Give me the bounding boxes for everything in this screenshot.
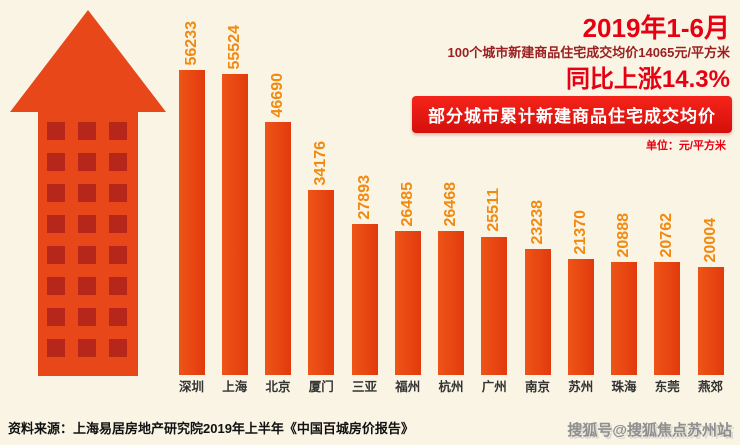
bar-value-label: 34176 bbox=[312, 140, 330, 186]
bar-city-label: 厦门 bbox=[308, 380, 334, 394]
bar bbox=[697, 267, 724, 375]
bar-chart: 56233 深圳 55524 上海 46690 北京 34176 厦门 27893 三亚 26485… bbox=[170, 0, 732, 400]
bar-value-label: 56233 bbox=[182, 20, 200, 66]
bar-group: 20004 燕郊 bbox=[689, 0, 732, 400]
building-window bbox=[47, 153, 65, 171]
building-window bbox=[47, 184, 65, 202]
building-window bbox=[47, 277, 65, 295]
building-window bbox=[109, 339, 127, 357]
building-window bbox=[109, 308, 127, 326]
bar-group: 25511 广州 bbox=[473, 0, 516, 400]
building-window bbox=[47, 308, 65, 326]
bar bbox=[178, 70, 205, 375]
building-window bbox=[47, 122, 65, 140]
bar-city-label: 东莞 bbox=[654, 380, 680, 394]
bar-group: 56233 深圳 bbox=[170, 0, 213, 400]
building-windows bbox=[47, 122, 127, 357]
building-window bbox=[109, 215, 127, 233]
bar bbox=[221, 74, 248, 375]
building-window bbox=[47, 246, 65, 264]
building-window bbox=[47, 215, 65, 233]
bar-group: 34176 厦门 bbox=[300, 0, 343, 400]
bar-value-label: 25511 bbox=[485, 188, 503, 232]
source-note: 资料来源：上海易居房地产研究院2019年上半年《中国百城房价报告》 bbox=[8, 421, 414, 436]
building-window bbox=[109, 277, 127, 295]
bar-group: 55524 上海 bbox=[213, 0, 256, 400]
bar-group: 26485 福州 bbox=[386, 0, 429, 400]
bar-city-label: 杭州 bbox=[438, 380, 464, 394]
building-window bbox=[78, 308, 96, 326]
building-window bbox=[78, 122, 96, 140]
bar-value-label: 20004 bbox=[701, 217, 719, 263]
bar-group: 26468 杭州 bbox=[430, 0, 473, 400]
unit-label: 单位：元/平方米 bbox=[645, 140, 726, 152]
bar-city-label: 上海 bbox=[222, 380, 248, 394]
bar-city-label: 三亚 bbox=[351, 380, 377, 394]
building-window bbox=[78, 215, 96, 233]
building-window bbox=[109, 184, 127, 202]
bar-group: 20888 珠海 bbox=[603, 0, 646, 400]
bar-group: 27893 三亚 bbox=[343, 0, 386, 400]
bar bbox=[611, 262, 637, 375]
bar-value-label: 46690 bbox=[269, 72, 286, 118]
building-window bbox=[109, 153, 127, 171]
building-window bbox=[47, 339, 65, 357]
bar-value-label: 26468 bbox=[442, 181, 459, 227]
bar bbox=[438, 231, 464, 375]
building-window bbox=[109, 122, 127, 140]
bar-value-label: 21370 bbox=[571, 209, 589, 255]
bar-city-label: 广州 bbox=[481, 380, 507, 394]
building-window bbox=[78, 153, 96, 171]
building-window bbox=[109, 246, 127, 264]
bar-value-label: 20888 bbox=[615, 212, 632, 258]
bar-group: 20762 东莞 bbox=[646, 0, 689, 400]
bar-city-label: 南京 bbox=[524, 380, 550, 394]
bar bbox=[481, 237, 508, 375]
bar-group: 46690 北京 bbox=[257, 0, 300, 400]
bar bbox=[351, 224, 378, 375]
bar bbox=[524, 249, 551, 375]
bar-city-label: 苏州 bbox=[568, 380, 594, 394]
bar-value-label: 23238 bbox=[528, 199, 546, 245]
building-window bbox=[78, 277, 96, 295]
page-title: 2019年1-6月 bbox=[582, 13, 730, 43]
bar-group: 21370 苏州 bbox=[559, 0, 602, 400]
watermark: 搜狐号@搜狐焦点苏州站 bbox=[567, 422, 732, 439]
bar bbox=[265, 122, 291, 375]
building-arrow-icon bbox=[10, 10, 166, 376]
building-window bbox=[78, 184, 96, 202]
building-window bbox=[78, 339, 96, 357]
bar-city-label: 燕郊 bbox=[697, 380, 723, 394]
bar-city-label: 北京 bbox=[265, 380, 291, 394]
building-window bbox=[78, 246, 96, 264]
bar-city-label: 深圳 bbox=[178, 380, 204, 394]
bar-value-label: 55524 bbox=[225, 24, 243, 70]
bar-value-label: 27893 bbox=[355, 174, 373, 220]
bar bbox=[394, 231, 421, 375]
chart-title-banner: 部分城市累计新建商品住宅成交均价 bbox=[412, 96, 732, 133]
bar-group: 23238 南京 bbox=[516, 0, 559, 400]
bar-value-label: 20762 bbox=[658, 212, 676, 258]
growth-stat: 同比上涨14.3% bbox=[565, 66, 730, 93]
page-subtitle: 100个城市新建商品住宅成交均价14065元/平方米 bbox=[447, 45, 730, 60]
bar-city-label: 珠海 bbox=[611, 380, 637, 394]
bar-city-label: 福州 bbox=[395, 380, 421, 394]
bar bbox=[654, 262, 681, 375]
bar bbox=[308, 190, 335, 375]
bar bbox=[567, 259, 594, 375]
bar-value-label: 26485 bbox=[398, 181, 416, 227]
